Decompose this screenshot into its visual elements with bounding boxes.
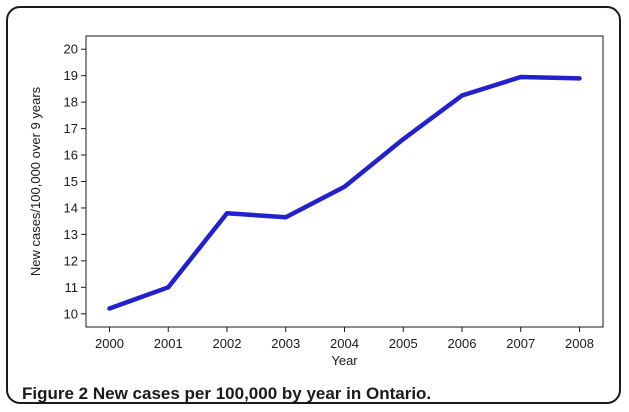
x-tick-label: 2007 xyxy=(506,336,535,351)
data-point xyxy=(518,75,523,80)
x-axis-title: Year xyxy=(331,353,358,368)
y-tick-label: 11 xyxy=(65,280,79,295)
y-tick-label: 17 xyxy=(64,121,78,136)
series-line xyxy=(107,74,582,311)
data-point xyxy=(577,76,582,81)
figure-number: Figure 2 xyxy=(22,384,89,403)
y-tick-label: 16 xyxy=(64,148,78,163)
data-point xyxy=(460,93,464,98)
x-tick-label: 2000 xyxy=(95,336,124,351)
data-point xyxy=(225,211,229,216)
data-point xyxy=(283,215,288,220)
data-point xyxy=(166,285,171,290)
y-tick-label: 13 xyxy=(64,227,78,242)
y-tick-label: 14 xyxy=(64,200,78,215)
x-axis: 2000 2001 2002 2003 2004 2005 2006 2007 2008 xyxy=(95,327,594,351)
x-tick-label: 2006 xyxy=(448,336,477,351)
x-tick-label: 2005 xyxy=(389,336,418,351)
data-point xyxy=(401,137,406,142)
x-tick-label: 2003 xyxy=(271,336,300,351)
x-tick-label: 2004 xyxy=(330,336,359,351)
y-tick-label: 18 xyxy=(64,95,78,110)
data-point xyxy=(107,306,112,311)
series-layer xyxy=(107,74,582,311)
y-axis-title: New cases/100,000 over 9 years xyxy=(28,86,43,276)
data-point xyxy=(342,184,347,189)
figure-caption: Figure 2 New cases per 100,000 by year i… xyxy=(22,384,431,404)
x-tick-label: 2001 xyxy=(154,336,183,351)
y-tick-label: 10 xyxy=(64,306,78,321)
plot-area xyxy=(85,35,604,328)
y-tick-label: 19 xyxy=(64,68,78,83)
y-tick-label: 20 xyxy=(64,42,78,57)
x-tick-label: 2008 xyxy=(565,336,594,351)
y-tick-label: 12 xyxy=(64,253,78,268)
x-tick-label: 2002 xyxy=(213,336,242,351)
figure-caption-text: New cases per 100,000 by year in Ontario… xyxy=(92,384,432,403)
y-tick-label: 15 xyxy=(64,174,78,189)
y-axis: 10 11 12 13 14 15 16 17 18 19 20 xyxy=(64,42,86,321)
